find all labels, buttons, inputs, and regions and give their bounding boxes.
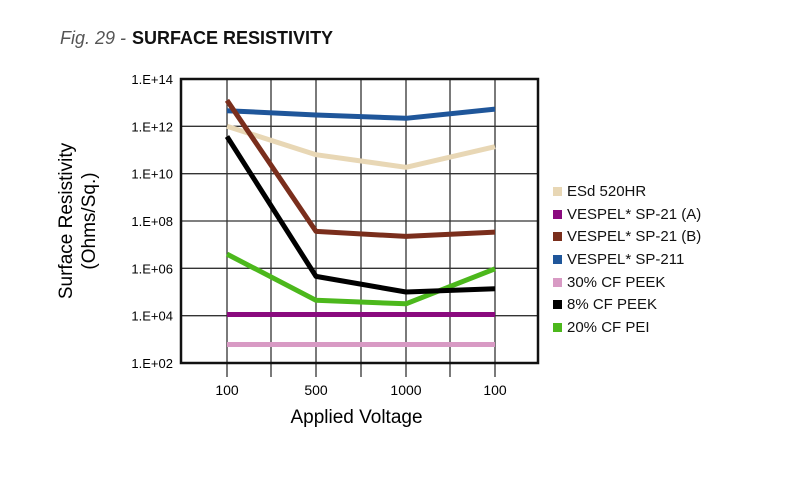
x-tick-label: 500 [304, 382, 328, 398]
legend-label: VESPEL* SP-21 (B) [567, 228, 702, 246]
y-axis-label-line2: (Ohms/Sq.) [79, 172, 100, 269]
y-tick-label: 1.E+12 [131, 119, 173, 134]
legend-swatch [553, 209, 562, 219]
series-line-5 [224, 135, 496, 295]
y-tick-label: 1.E+04 [131, 309, 173, 324]
plot-frame [179, 77, 540, 365]
x-tick-label: 1000 [390, 382, 421, 398]
y-axis-label-line1: Surface Resistivity [56, 142, 77, 299]
y-tick-label: 1.E+14 [131, 72, 173, 87]
chart-title: SURFACE RESISTIVITY [132, 28, 334, 48]
legend-item: 20% CF PEI [553, 316, 701, 339]
legend-swatch [553, 322, 562, 332]
legend-swatch [553, 277, 562, 287]
y-tick-label: 1.E+08 [131, 214, 173, 229]
series-line-0 [226, 123, 496, 170]
legend-swatch [553, 254, 562, 264]
x-tick-label: 100 [215, 382, 239, 398]
legend-label: 30% CF PEEK [567, 273, 666, 291]
legend-item: VESPEL* SP-211 [553, 248, 701, 271]
legend-swatch [553, 300, 562, 310]
legend-item: VESPEL* SP-21 (B) [553, 225, 701, 248]
legend-item: ESd 520HR [553, 180, 701, 203]
y-tick-label: 1.E+10 [131, 167, 173, 182]
legend-label: 8% CF PEEK [567, 296, 658, 314]
legend-swatch [553, 186, 562, 196]
y-tick-label: 1.E+06 [131, 261, 173, 276]
legend-label: ESd 520HR [567, 182, 647, 200]
series-line-2 [224, 98, 496, 239]
figure-title: Fig. 29 - SURFACE RESISTIVITY [60, 28, 333, 49]
figure-number: Fig. 29 - [60, 28, 127, 48]
legend-label: VESPEL* SP-21 (A) [567, 205, 702, 223]
legend-swatch [553, 232, 562, 242]
legend-item: VESPEL* SP-21 (A) [553, 203, 701, 226]
series-line-6 [225, 251, 496, 307]
x-axis-label: Applied Voltage [290, 407, 422, 428]
series-line-3 [226, 106, 496, 121]
x-tick-label: 100 [483, 382, 507, 398]
legend-item: 8% CF PEEK [553, 293, 701, 316]
legend-label: VESPEL* SP-211 [567, 250, 685, 268]
legend: ESd 520HR VESPEL* SP-21 (A) VESPEL* SP-21 … [553, 180, 701, 339]
legend-label: 20% CF PEI [567, 318, 650, 336]
legend-item: 30% CF PEEK [553, 271, 701, 294]
y-tick-label: 1.E+02 [131, 356, 173, 371]
